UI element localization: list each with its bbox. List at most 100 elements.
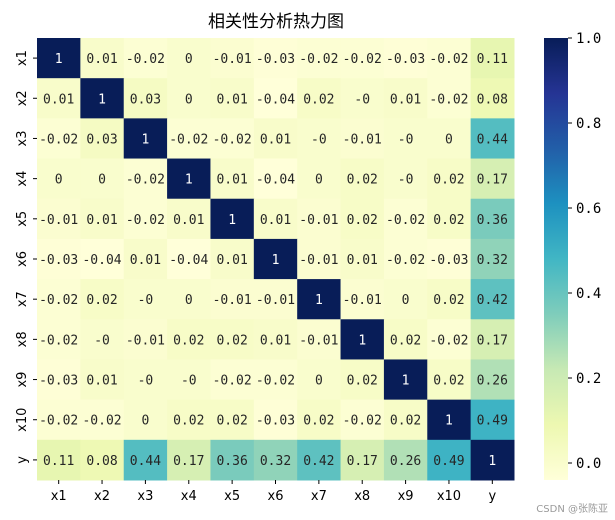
heatmap-cell xyxy=(297,238,342,280)
cell-annotation: 0.02 xyxy=(347,173,378,188)
y-axis-ticks: x1 x2 x3 x4 x5 x6 x7 x8 x9 x10 y xyxy=(15,50,37,464)
cell-annotation: 0.11 xyxy=(477,52,508,67)
y-tick-label: y xyxy=(15,456,30,464)
cell-annotation: 0 xyxy=(315,173,323,188)
cell-annotation: -0.01 xyxy=(299,253,338,268)
cell-annotation: 0.01 xyxy=(86,374,117,389)
colorbar-tick-label: 0.0 xyxy=(576,456,601,472)
heatmap-cell xyxy=(470,158,515,200)
cell-annotation: 0.02 xyxy=(216,333,247,348)
cell-annotation: -0.04 xyxy=(256,92,295,107)
cell-annotation: 0.03 xyxy=(86,132,117,147)
heatmap-cell xyxy=(253,38,298,79)
cell-annotation: 0.08 xyxy=(477,92,508,107)
heatmap-cell xyxy=(297,78,342,119)
heatmap-cell xyxy=(340,118,385,160)
cell-annotation: 0.01 xyxy=(390,92,421,107)
heatmap-cell xyxy=(210,78,255,119)
cell-annotation: 0 xyxy=(402,293,410,308)
heatmap-cell xyxy=(80,38,125,79)
heatmap-cell xyxy=(123,439,168,481)
cell-annotation: 0 xyxy=(98,173,106,188)
heatmap-cell xyxy=(167,359,211,401)
heatmap-cells xyxy=(37,38,515,481)
heatmap-cell xyxy=(123,279,168,320)
cell-annotation: 1 xyxy=(445,414,453,429)
cell-annotation: 1 xyxy=(98,92,106,107)
heatmap-cell xyxy=(80,359,125,401)
cell-annotation: -0 xyxy=(181,374,197,389)
cell-annotation: -0.01 xyxy=(256,293,295,308)
heatmap-cell xyxy=(383,399,428,441)
heatmap-cell xyxy=(383,158,428,200)
cell-annotation: 0 xyxy=(185,293,193,308)
heatmap-cell xyxy=(210,359,255,401)
cell-annotation: -0.01 xyxy=(213,293,252,308)
cell-annotation: -0.01 xyxy=(299,333,338,348)
x-axis-ticks: x1 x2 x3 x4 x5 x6 x7 x8 x9 x10 y xyxy=(51,480,496,504)
cell-annotation: 0.02 xyxy=(303,92,334,107)
heatmap-cell xyxy=(123,38,168,79)
cell-annotation: 0 xyxy=(185,92,193,107)
cell-annotation: 0.01 xyxy=(216,253,247,268)
cell-annotation: -0.02 xyxy=(213,132,252,147)
heatmap-cell xyxy=(167,399,211,441)
cell-annotation: 0.02 xyxy=(433,374,464,389)
cell-annotation: -0.02 xyxy=(429,333,468,348)
cell-annotation: -0.02 xyxy=(386,253,425,268)
heatmap-cell xyxy=(470,238,515,280)
heatmap-cell xyxy=(210,439,255,481)
cell-annotation: 0.26 xyxy=(477,374,508,389)
cell-annotation: -0.02 xyxy=(39,414,78,429)
cell-annotation: 1 xyxy=(228,213,236,228)
cell-annotation: -0.04 xyxy=(82,253,121,268)
heatmap-cell xyxy=(340,38,385,79)
cell-annotation: -0 xyxy=(398,173,414,188)
heatmap-cell xyxy=(427,279,472,320)
heatmap-cell xyxy=(470,279,515,320)
cell-annotation: 0.02 xyxy=(303,414,334,429)
cell-annotation: 0.01 xyxy=(43,92,74,107)
heatmap-cell xyxy=(470,359,515,401)
heatmap-cell xyxy=(167,279,211,320)
cell-annotation: 0.17 xyxy=(173,454,204,469)
heatmap-cell xyxy=(167,158,211,200)
heatmap-cell xyxy=(427,38,472,79)
heatmap-cell xyxy=(37,359,81,401)
heatmap-cell xyxy=(37,118,81,160)
heatmap-cell xyxy=(37,158,81,200)
cell-annotation: 0.02 xyxy=(86,293,117,308)
heatmap-cell xyxy=(80,158,125,200)
heatmap-cell xyxy=(427,399,472,441)
cell-annotation: -0 xyxy=(354,92,370,107)
x-tick-label: y xyxy=(488,489,496,504)
heatmap-cell xyxy=(340,279,385,320)
x-tick-label: x8 xyxy=(354,489,370,504)
heatmap-cell xyxy=(167,198,211,240)
heatmap-cell xyxy=(340,439,385,481)
heatmap-cell xyxy=(253,399,298,441)
cell-annotation: -0 xyxy=(311,132,327,147)
cell-annotation: -0.02 xyxy=(299,52,338,67)
cell-annotation: -0.02 xyxy=(256,374,295,389)
heatmap-cell xyxy=(210,279,255,320)
cell-annotation: 1 xyxy=(358,333,366,348)
cell-annotation: 0 xyxy=(445,132,453,147)
heatmap-cell xyxy=(80,198,125,240)
x-tick-label: x9 xyxy=(398,489,414,504)
heatmap-cell xyxy=(37,198,81,240)
cell-annotation: 0.49 xyxy=(433,454,464,469)
heatmap-cell xyxy=(167,439,211,481)
cell-annotation: 0.36 xyxy=(216,454,247,469)
heatmap-cell xyxy=(167,319,211,360)
heatmap-cell xyxy=(167,238,211,280)
heatmap-cell xyxy=(123,158,168,200)
cell-annotation: -0.02 xyxy=(429,92,468,107)
cell-annotation: -0.03 xyxy=(429,253,468,268)
cell-annotation: 0.01 xyxy=(173,213,204,228)
cell-annotation: -0.02 xyxy=(169,132,208,147)
y-tick-label: x2 xyxy=(15,90,30,106)
heatmap-cell xyxy=(297,158,342,200)
heatmap-cell xyxy=(80,279,125,320)
